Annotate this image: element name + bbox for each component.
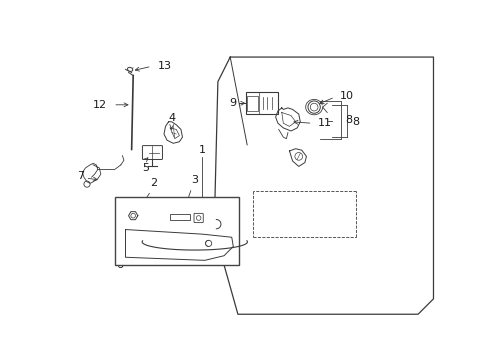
- Text: 13: 13: [158, 61, 171, 71]
- Circle shape: [310, 103, 317, 111]
- Text: 9: 9: [229, 98, 236, 108]
- Text: 4: 4: [168, 113, 175, 123]
- Text: 12: 12: [93, 100, 107, 110]
- Circle shape: [205, 240, 211, 247]
- FancyBboxPatch shape: [142, 145, 162, 159]
- Bar: [170, 214, 190, 220]
- Text: 8: 8: [351, 117, 358, 127]
- Text: 10: 10: [339, 91, 353, 100]
- Circle shape: [123, 237, 128, 242]
- Text: 3: 3: [191, 175, 198, 185]
- Circle shape: [294, 153, 302, 160]
- FancyBboxPatch shape: [116, 230, 136, 249]
- Text: 8: 8: [345, 115, 352, 125]
- Text: 1: 1: [199, 145, 205, 155]
- Bar: [245, 93, 277, 114]
- Text: 11: 11: [317, 118, 331, 128]
- Ellipse shape: [127, 67, 132, 71]
- Circle shape: [84, 181, 90, 187]
- Circle shape: [196, 216, 201, 220]
- Text: 2: 2: [149, 178, 157, 188]
- Circle shape: [131, 213, 135, 218]
- Bar: [246, 95, 257, 111]
- FancyBboxPatch shape: [194, 213, 203, 222]
- Text: 5: 5: [142, 163, 149, 173]
- Bar: [115, 197, 239, 265]
- Circle shape: [307, 101, 320, 113]
- Text: 7: 7: [77, 171, 84, 181]
- Text: 6: 6: [116, 260, 122, 270]
